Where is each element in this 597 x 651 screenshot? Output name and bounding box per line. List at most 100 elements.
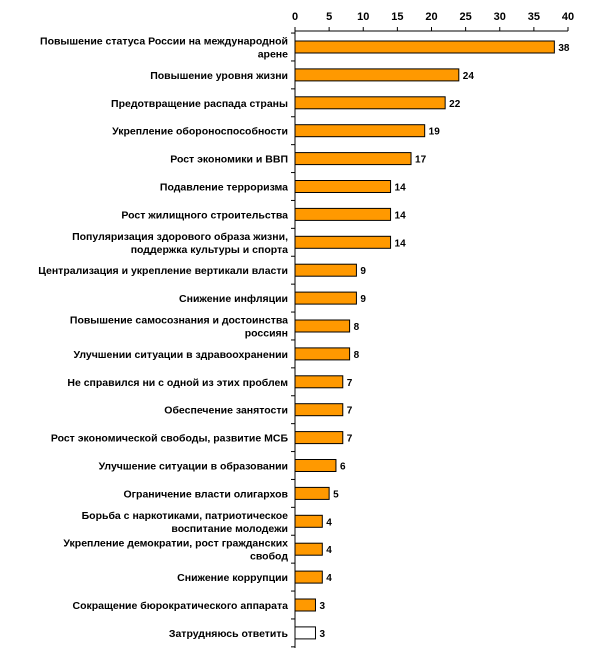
category-label: Популяризация здорового образа жизни, под… [72,231,288,256]
x-tick-label: 10 [357,11,369,23]
data-label: 22 [449,99,461,110]
bar [294,319,351,333]
bar [294,598,316,612]
category-label: Повышение уровня жизни [150,70,288,82]
category-label: Предотвращение распада страны [111,98,288,110]
bar [294,124,426,138]
data-label: 3 [319,601,325,612]
x-tick-label: 35 [528,11,540,23]
x-tick-label: 20 [425,11,437,23]
category-label-line: Затрудняюсь ответить [169,628,289,640]
bar [294,570,323,584]
data-label: 19 [429,127,441,138]
data-label: 4 [326,573,332,584]
category-label-line: арене [258,49,288,61]
data-label: 4 [326,517,332,528]
data-label: 7 [347,434,353,445]
data-label: 3 [319,629,325,640]
x-tick-label: 40 [562,11,574,23]
category-label-line: Улучшении ситуации в здравоохранении [73,349,288,361]
category-label: Централизация и укрепление вертикали вла… [38,265,288,277]
x-tick-label: 25 [460,11,472,23]
x-tick-label: 30 [494,11,506,23]
category-label: Улучшение ситуации в образовании [99,461,288,473]
bar [294,486,330,500]
category-label: Повышение самосознания и достоинства росс… [70,315,288,340]
data-label: 14 [395,183,407,194]
category-label-line: Предотвращение распада страны [111,98,288,110]
category-label-line: Снижение коррупции [177,572,288,584]
category-label: Затрудняюсь ответить [169,628,289,640]
category-label: Подавление терроризма [160,182,288,194]
category-label: Обеспечение занятости [164,405,288,417]
category-label: Улучшении ситуации в здравоохранении [73,349,288,361]
bar [294,291,357,305]
category-label: Рост экономики и ВВП [170,154,288,166]
category-label-line: воспитание молодежи [171,523,288,535]
category-label: Рост экономической свободы, развитие МСБ [51,433,289,445]
category-label: Ограничение власти олигархов [124,488,289,500]
category-label-line: поддержка культуры и спорта [131,244,288,256]
bar [294,207,392,221]
category-label-line: Популяризация здорового образа жизни, [72,231,288,243]
bar [294,542,323,556]
data-label: 8 [354,322,360,333]
bar [294,459,337,472]
category-label: Укрепление обороноспособности [112,126,288,138]
category-label-line: Рост экономики и ВВП [170,154,288,166]
category-label: Укрепление демократии, рост гражданских с… [63,538,288,563]
data-label: 14 [395,238,407,249]
bar [294,375,344,389]
category-label-line: Подавление терроризма [160,182,288,194]
data-label: 6 [340,462,346,473]
category-label-line: россиян [245,328,288,340]
category-label-line: свобод [250,551,288,563]
category-label-line: Повышение самосознания и достоинства [70,315,288,327]
bar [294,431,344,445]
data-label: 5 [333,489,339,500]
category-label-line: Повышение статуса России на международно… [40,36,288,48]
category-label-line: Рост жилищного строительства [121,209,288,221]
bar [294,180,392,193]
category-label-line: Улучшение ситуации в образовании [99,461,288,473]
data-label: 7 [347,406,353,417]
category-label-line: Не справился ни с одной из этих проблем [67,377,288,389]
category-label-line: Снижение инфляции [179,293,288,305]
data-label: 4 [326,545,332,556]
x-tick-label: 15 [391,11,403,23]
category-label-line: Борьба с наркотиками, патриотическое [82,510,289,522]
bar [294,96,446,110]
category-label: Сокращение бюрократического аппарата [73,600,289,612]
category-label: Снижение коррупции [177,572,288,584]
x-tick-label: 5 [326,11,332,23]
bar [294,40,555,54]
data-label: 7 [347,378,353,389]
data-label: 38 [558,43,570,54]
category-label: Снижение инфляции [179,293,288,305]
data-label: 9 [360,266,366,277]
bar [294,235,392,249]
data-label: 17 [415,155,427,166]
bar [294,347,351,361]
x-tick-label: 0 [292,11,298,23]
category-label-line: Повышение уровня жизни [150,70,288,82]
category-label: Повышение статуса России на международно… [40,36,288,61]
category-label-line: Обеспечение занятости [164,405,288,417]
data-label: 8 [354,350,360,361]
category-label: Рост жилищного строительства [121,209,288,221]
category-label: Не справился ни с одной из этих проблем [67,377,288,389]
category-label-line: Рост экономической свободы, развитие МСБ [51,433,289,445]
bar [294,263,357,277]
bar [294,514,323,528]
category-label-line: Укрепление обороноспособности [112,126,288,138]
bar [294,626,316,640]
bar [294,68,460,82]
category-label-line: Централизация и укрепление вертикали вла… [38,265,288,277]
category-label-line: Ограничение власти олигархов [124,488,289,500]
category-label: Борьба с наркотиками, патриотическое восп… [82,510,289,535]
data-label: 14 [395,210,407,221]
category-label-line: Укрепление демократии, рост гражданских [63,538,288,550]
data-label: 24 [463,71,475,82]
category-label-line: Сокращение бюрократического аппарата [73,600,289,612]
